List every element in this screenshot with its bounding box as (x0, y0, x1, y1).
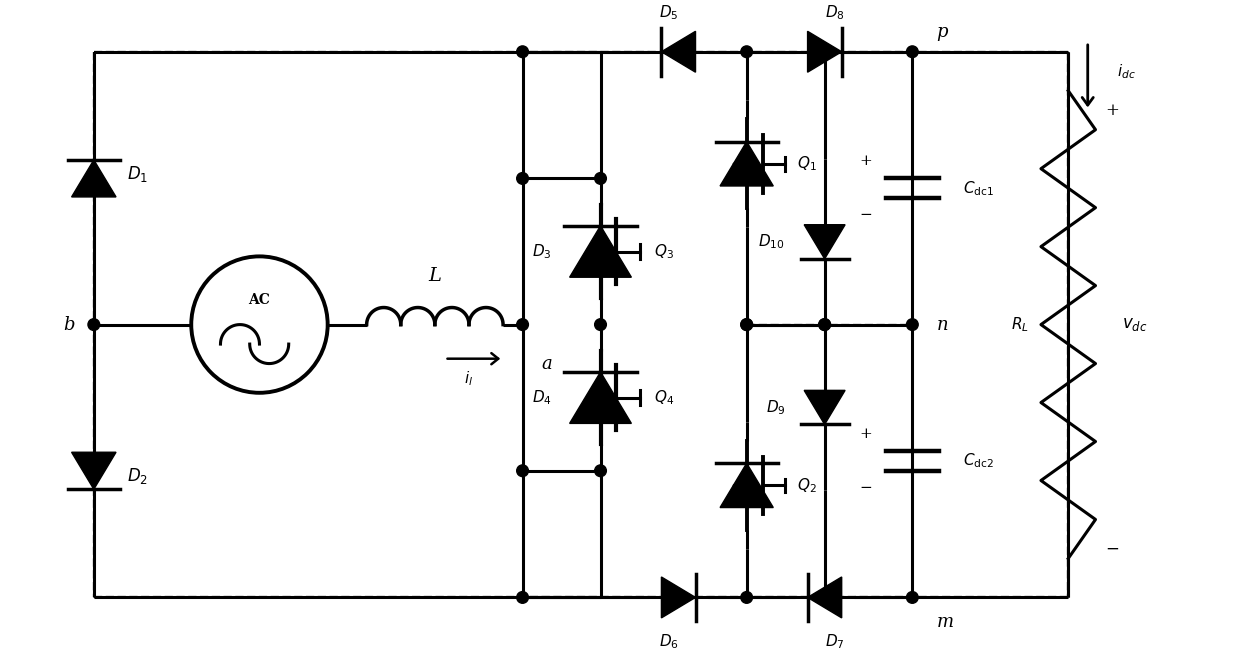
Polygon shape (805, 391, 846, 424)
Circle shape (740, 592, 753, 603)
Circle shape (517, 46, 528, 57)
Polygon shape (807, 577, 842, 618)
Text: $D_6$: $D_6$ (658, 632, 678, 650)
Text: $D_7$: $D_7$ (825, 632, 844, 650)
Polygon shape (661, 577, 696, 618)
Text: $v_{dc}$: $v_{dc}$ (1122, 316, 1147, 333)
Text: $D_2$: $D_2$ (128, 465, 149, 486)
Text: +: + (859, 426, 873, 441)
Circle shape (906, 319, 918, 331)
Text: +: + (859, 154, 873, 168)
Text: b: b (63, 316, 76, 333)
Text: $i_{dc}$: $i_{dc}$ (1117, 62, 1136, 81)
Text: $Q_4$: $Q_4$ (653, 388, 673, 407)
Text: $D_{10}$: $D_{10}$ (758, 232, 785, 251)
Text: p: p (936, 23, 949, 41)
Polygon shape (72, 452, 117, 490)
Text: $D_3$: $D_3$ (532, 242, 552, 261)
Text: $R_L$: $R_L$ (1011, 315, 1028, 334)
Text: $Q_3$: $Q_3$ (653, 242, 673, 261)
Circle shape (818, 319, 831, 331)
Polygon shape (807, 31, 842, 72)
Circle shape (517, 173, 528, 184)
Text: $C_{\rm dc1}$: $C_{\rm dc1}$ (963, 179, 994, 197)
Text: a: a (542, 355, 552, 372)
Text: n: n (936, 316, 949, 333)
Circle shape (818, 319, 831, 331)
Polygon shape (661, 31, 696, 72)
Circle shape (906, 592, 918, 603)
Text: $C_{\rm dc2}$: $C_{\rm dc2}$ (963, 452, 994, 471)
Polygon shape (805, 225, 846, 259)
Text: −: − (1105, 540, 1118, 557)
Text: −: − (859, 481, 873, 495)
Text: $D_5$: $D_5$ (658, 3, 678, 22)
Text: L: L (428, 267, 441, 285)
Circle shape (517, 319, 528, 331)
Text: $D_4$: $D_4$ (532, 388, 552, 407)
Circle shape (740, 46, 753, 57)
Circle shape (517, 465, 528, 477)
Text: $D_1$: $D_1$ (126, 163, 149, 184)
Circle shape (517, 592, 528, 603)
Polygon shape (569, 226, 631, 277)
Circle shape (906, 46, 918, 57)
Polygon shape (569, 372, 631, 423)
Text: +: + (1105, 102, 1118, 118)
Polygon shape (720, 142, 774, 186)
Text: $D_8$: $D_8$ (825, 3, 844, 22)
Circle shape (740, 319, 753, 331)
Circle shape (595, 319, 606, 331)
Circle shape (740, 319, 753, 331)
Text: $i_l$: $i_l$ (465, 369, 474, 387)
Polygon shape (720, 464, 774, 508)
Circle shape (88, 319, 99, 331)
Text: $D_9$: $D_9$ (766, 398, 786, 417)
Text: $Q_2$: $Q_2$ (797, 476, 817, 495)
Text: $Q_1$: $Q_1$ (797, 154, 817, 173)
Circle shape (595, 465, 606, 477)
Text: AC: AC (248, 293, 270, 307)
Text: m: m (936, 613, 954, 631)
Polygon shape (72, 160, 117, 197)
Text: −: − (859, 208, 873, 223)
Circle shape (595, 173, 606, 184)
